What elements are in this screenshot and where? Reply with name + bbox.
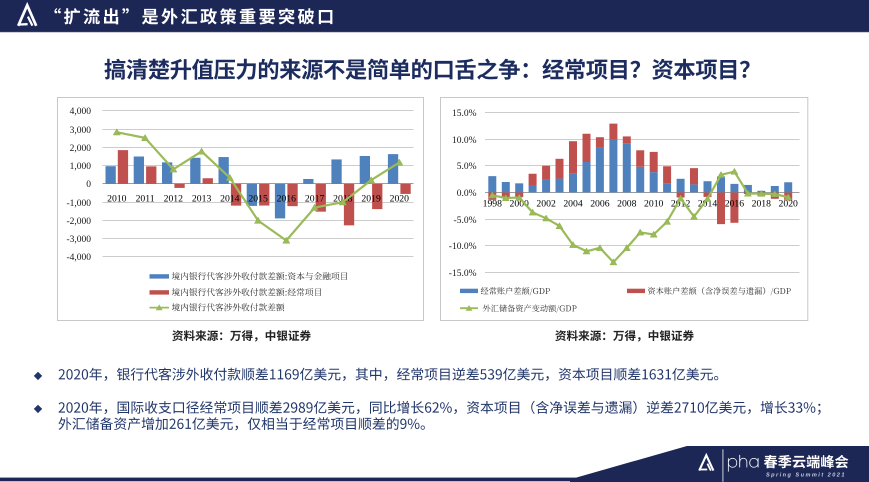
svg-text:2020: 2020 bbox=[390, 193, 410, 204]
svg-text:Spring Summit 2021: Spring Summit 2021 bbox=[766, 472, 846, 478]
svg-text:2012: 2012 bbox=[164, 193, 184, 204]
svg-text:-4,000: -4,000 bbox=[66, 253, 91, 263]
svg-text:-10.0%: -10.0% bbox=[449, 242, 477, 252]
svg-text:2014: 2014 bbox=[698, 199, 718, 210]
svg-text:4,000: 4,000 bbox=[70, 107, 92, 117]
svg-text:-1,000: -1,000 bbox=[66, 199, 91, 209]
svg-text:-15.0%: -15.0% bbox=[449, 269, 477, 279]
svg-text:2016: 2016 bbox=[277, 193, 297, 204]
svg-text:3,000: 3,000 bbox=[70, 126, 92, 136]
svg-text:10.0%: 10.0% bbox=[452, 136, 477, 146]
svg-text:-3,000: -3,000 bbox=[66, 235, 91, 245]
svg-text:2020: 2020 bbox=[779, 199, 799, 210]
svg-text:-2,000: -2,000 bbox=[66, 217, 91, 227]
svg-text:2000: 2000 bbox=[510, 199, 530, 210]
svg-text:0.0%: 0.0% bbox=[457, 189, 477, 199]
svg-text:2018: 2018 bbox=[752, 199, 772, 210]
svg-text:2011: 2011 bbox=[136, 193, 155, 204]
svg-text:2008: 2008 bbox=[617, 199, 637, 210]
svg-text:2019: 2019 bbox=[361, 193, 381, 204]
svg-text:2,000: 2,000 bbox=[70, 144, 92, 154]
svg-text:2004: 2004 bbox=[563, 199, 583, 210]
svg-text:2002: 2002 bbox=[536, 199, 556, 210]
svg-text:1,000: 1,000 bbox=[70, 162, 92, 172]
svg-text:2014: 2014 bbox=[220, 193, 240, 204]
svg-text:2016: 2016 bbox=[725, 199, 745, 210]
svg-text:1998: 1998 bbox=[483, 199, 503, 210]
svg-text:-5.0%: -5.0% bbox=[454, 216, 477, 226]
svg-text:2015: 2015 bbox=[248, 193, 268, 204]
svg-text:15.0%: 15.0% bbox=[452, 109, 477, 119]
svg-text:2010: 2010 bbox=[107, 193, 127, 204]
svg-text:2013: 2013 bbox=[192, 193, 212, 204]
svg-text:2006: 2006 bbox=[590, 199, 610, 210]
svg-text:2010: 2010 bbox=[644, 199, 664, 210]
svg-text:5.0%: 5.0% bbox=[457, 162, 477, 172]
svg-text:0: 0 bbox=[86, 180, 91, 190]
svg-text:2012: 2012 bbox=[671, 199, 691, 210]
svg-text:2017: 2017 bbox=[305, 193, 325, 204]
